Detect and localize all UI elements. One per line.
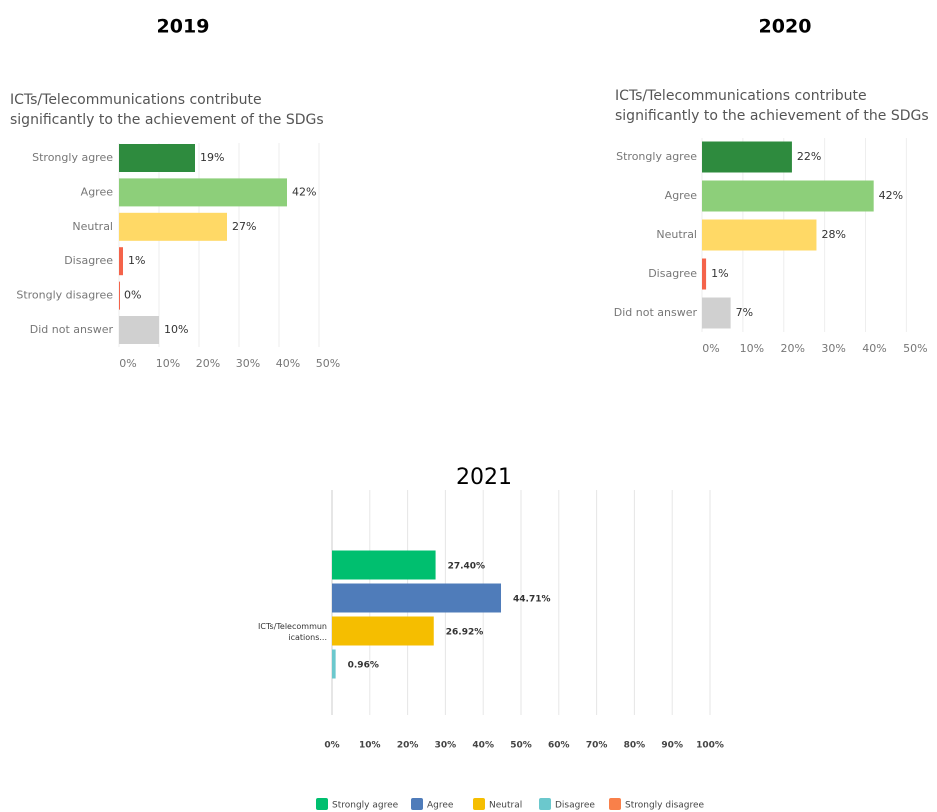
x-tick-label: 20% xyxy=(397,741,419,751)
legend-label: Neutral xyxy=(489,801,522,811)
x-tick-label: 100% xyxy=(696,741,724,751)
x-tick-label: 40% xyxy=(472,741,494,751)
category-label: ICTs/Telecommun ications... xyxy=(258,622,327,642)
x-tick-label: 60% xyxy=(548,741,570,751)
value-label: 0% xyxy=(124,289,141,302)
bar xyxy=(702,258,707,290)
chart-title: significantly to the achievement of the … xyxy=(10,112,324,128)
value-label: 1% xyxy=(711,267,728,280)
bar xyxy=(119,212,227,241)
bar xyxy=(332,616,434,646)
category-label: Agree xyxy=(665,189,698,202)
legend-swatch xyxy=(609,798,621,810)
category-label: Disagree xyxy=(648,267,697,280)
bar xyxy=(702,141,792,173)
bar xyxy=(332,550,436,580)
value-label: 22% xyxy=(797,150,821,163)
x-tick-label: 30% xyxy=(435,741,457,751)
x-tick-label: 10% xyxy=(359,741,381,751)
bar xyxy=(702,297,731,329)
bar xyxy=(119,316,159,344)
bar xyxy=(332,649,336,679)
value-label: 26.92% xyxy=(446,628,484,638)
category-label-line: ications... xyxy=(288,633,327,642)
x-tick-label: 40% xyxy=(276,357,300,370)
chart-title: significantly to the achievement of the … xyxy=(615,108,929,124)
x-tick-label: 50% xyxy=(510,741,532,751)
heading: 2019 xyxy=(157,16,210,38)
x-tick-label: 50% xyxy=(903,342,927,355)
x-tick-label: 50% xyxy=(316,357,340,370)
bar xyxy=(119,144,195,172)
bar xyxy=(702,219,817,251)
legend-label: Strongly disagree xyxy=(625,801,705,811)
category-label: Strongly agree xyxy=(32,151,113,164)
legend-swatch xyxy=(539,798,551,810)
x-tick-label: 80% xyxy=(624,741,646,751)
category-label: Strongly agree xyxy=(616,150,697,163)
chart-title: ICTs/Telecommunications contribute xyxy=(10,92,262,108)
x-tick-label: 0% xyxy=(119,357,136,370)
value-label: 7% xyxy=(736,306,753,319)
category-label: Neutral xyxy=(656,228,697,241)
bar xyxy=(702,180,874,212)
value-label: 1% xyxy=(128,254,145,267)
x-tick-label: 70% xyxy=(586,741,608,751)
category-label-line: ICTs/Telecommun xyxy=(258,622,327,631)
category-label: Did not answer xyxy=(30,323,114,336)
x-tick-label: 40% xyxy=(862,342,886,355)
legend-label: Strongly agree xyxy=(332,801,399,811)
x-tick-label: 20% xyxy=(196,357,220,370)
category-label: Strongly disagree xyxy=(16,289,113,302)
x-tick-label: 0% xyxy=(702,342,719,355)
value-label: 42% xyxy=(292,185,316,198)
category-label: Did not answer xyxy=(614,306,698,319)
x-tick-label: 20% xyxy=(781,342,805,355)
category-label: Neutral xyxy=(72,220,113,233)
bar xyxy=(119,247,123,276)
value-label: 27.40% xyxy=(448,562,486,572)
value-label: 0.96% xyxy=(348,661,379,671)
x-tick-label: 0% xyxy=(324,741,339,751)
category-label: Agree xyxy=(81,185,114,198)
value-label: 44.71% xyxy=(513,595,551,605)
bar xyxy=(332,583,502,613)
bar xyxy=(119,178,287,207)
x-tick-label: 30% xyxy=(236,357,260,370)
value-label: 27% xyxy=(232,220,256,233)
value-label: 42% xyxy=(879,189,903,202)
x-tick-label: 10% xyxy=(740,342,764,355)
category-label: Disagree xyxy=(64,254,113,267)
x-tick-label: 10% xyxy=(156,357,180,370)
value-label: 19% xyxy=(200,151,224,164)
legend-swatch xyxy=(473,798,485,810)
value-label: 28% xyxy=(821,228,845,241)
legend-swatch xyxy=(316,798,328,810)
legend-label: Agree xyxy=(427,801,454,811)
legend-label: Disagree xyxy=(555,801,595,811)
value-label: 10% xyxy=(164,323,188,336)
x-tick-label: 30% xyxy=(821,342,845,355)
heading: 2021 xyxy=(456,465,512,490)
heading: 2020 xyxy=(759,16,812,38)
chart-title: ICTs/Telecommunications contribute xyxy=(615,88,867,104)
legend-swatch xyxy=(411,798,423,810)
x-tick-label: 90% xyxy=(661,741,683,751)
